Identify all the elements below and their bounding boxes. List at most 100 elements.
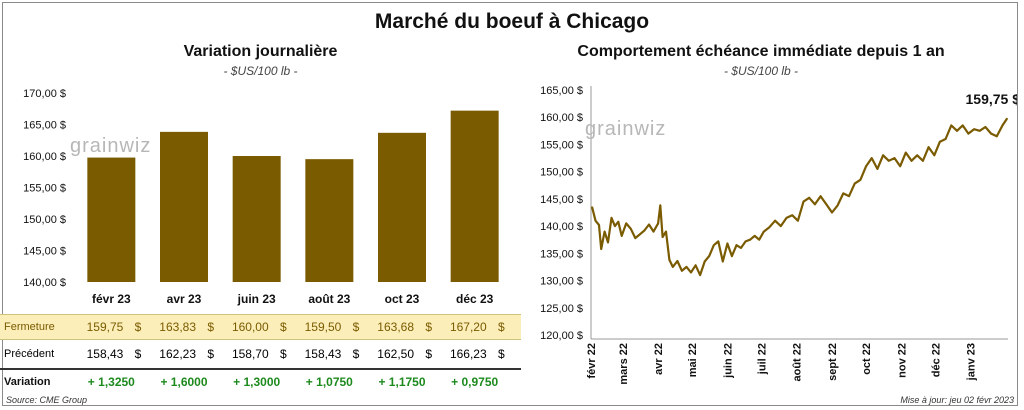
- previous-cell: 162,23: [159, 347, 196, 361]
- line-y-tick-label: 125,00 $: [540, 303, 583, 315]
- line-point: [722, 260, 724, 263]
- currency-symbol: $: [352, 347, 360, 361]
- bar-y-tick-label: 170,00 $: [23, 88, 66, 100]
- previous-cell: 158,43: [304, 347, 342, 361]
- line-point: [668, 259, 671, 261]
- line-point: [808, 197, 810, 199]
- line-point: [825, 203, 828, 206]
- line-x-tick-label: juil 22: [757, 343, 769, 375]
- line-point: [661, 236, 664, 238]
- line-y-axis: 120,00 $ 125,00 $ 130,00 $ 135,00 $ 140,00 $…: [540, 85, 583, 342]
- previous-row-label: Précédent: [4, 348, 55, 360]
- line-point: [978, 130, 981, 132]
- currency-symbol: $: [134, 347, 142, 361]
- line-point: [944, 138, 947, 140]
- previous-cell: 158,43: [86, 347, 124, 361]
- bar-x-tick-label: avr 23: [167, 292, 202, 306]
- line-point: [648, 223, 650, 226]
- line-chart: 120,00 $ 125,00 $ 130,00 $ 135,00 $ 140,00 $…: [540, 85, 1017, 385]
- left-chart-title: Variation journalière: [183, 43, 338, 60]
- line-point: [831, 211, 833, 214]
- variation-cell: + 1,6000: [160, 375, 208, 389]
- line-point: [665, 230, 667, 233]
- line-point: [740, 247, 742, 249]
- line-point: [848, 195, 850, 197]
- currency-symbol: $: [207, 320, 214, 334]
- line-x-axis: févr 22 mars 22 avr 22 mai 22 juin 22 juil 22…: [586, 343, 978, 385]
- line-point: [690, 271, 692, 274]
- bar-series: [87, 110, 499, 282]
- line-x-tick-label: févr 22: [586, 343, 598, 378]
- bar: [87, 157, 136, 282]
- line-point: [643, 229, 646, 232]
- right-chart-title: Comportement échéance immédiate depuis 1…: [577, 43, 945, 60]
- line-point: [763, 230, 765, 233]
- line-y-tick-label: 155,00 $: [540, 139, 583, 151]
- close-row-label: Fermeture: [4, 321, 55, 333]
- line-point: [916, 154, 918, 157]
- line-y-tick-label: 165,00 $: [540, 85, 583, 97]
- line-point: [956, 130, 958, 132]
- line-x-tick-label: avr 22: [653, 343, 665, 375]
- line-point: [836, 204, 839, 207]
- line-point: [617, 221, 620, 223]
- previous-row: Précédent 158,43 $162,23 $158,70 $158,43 $16…: [0, 342, 521, 366]
- line-point: [713, 244, 715, 246]
- bar-y-tick-label: 160,00 $: [23, 151, 66, 163]
- line-point: [1001, 124, 1004, 127]
- currency-symbol: $: [279, 320, 287, 334]
- currency-symbol: $: [207, 347, 214, 361]
- line-point: [685, 266, 688, 268]
- close-cell: 160,00: [231, 320, 269, 334]
- line-watermark: grainwiz: [585, 118, 666, 140]
- line-point: [814, 203, 816, 206]
- update-note: Mise à jour: jeu 02 févr 2023: [900, 395, 1014, 405]
- left-chart-unit: - $US/100 lb -: [223, 64, 298, 78]
- line-y-tick-label: 160,00 $: [540, 112, 583, 124]
- line-point: [791, 214, 793, 216]
- line-point: [797, 219, 799, 222]
- line-point: [933, 154, 936, 157]
- line-point: [758, 238, 760, 241]
- previous-cell: 158,70: [231, 347, 269, 361]
- line-point: [749, 238, 751, 241]
- line-x-tick-label: déc 22: [930, 343, 942, 377]
- line-point: [967, 132, 970, 135]
- line-x-tick-label: sept 22: [827, 343, 839, 381]
- line-y-tick-label: 145,00 $: [540, 194, 583, 206]
- line-point: [625, 222, 627, 225]
- line-y-tick-label: 135,00 $: [540, 248, 583, 260]
- source-note: Source: CME Group: [6, 395, 88, 405]
- line-y-tick-label: 150,00 $: [540, 167, 583, 179]
- bar: [378, 132, 426, 282]
- bar-chart: 140,00 $ 145,00 $ 150,00 $ 155,00 $ 160,00 $…: [23, 88, 499, 306]
- line-point: [672, 266, 674, 268]
- line-point: [984, 126, 987, 128]
- line-point: [950, 124, 953, 127]
- line-point: [594, 219, 597, 222]
- line-point: [910, 160, 913, 162]
- line-point: [973, 128, 975, 130]
- bar-y-tick-label: 155,00 $: [23, 183, 66, 195]
- bar-x-tick-label: déc 23: [456, 292, 494, 306]
- line-point: [657, 222, 659, 225]
- close-row: Fermeture 159,75 $163,83 $160,00 $159,50 $16…: [0, 314, 521, 340]
- line-x-tick-label: nov 22: [896, 343, 908, 378]
- line-y-tick-label: 130,00 $: [540, 276, 583, 288]
- line-point: [735, 244, 738, 246]
- line-point: [802, 200, 805, 203]
- line-point: [882, 154, 884, 157]
- previous-cell: 166,23: [449, 347, 487, 361]
- currency-symbol: $: [497, 347, 505, 361]
- line-point: [865, 165, 867, 167]
- line-point: [681, 270, 683, 272]
- variation-cell: + 1,1750: [378, 375, 426, 389]
- bar-watermark: grainwiz: [70, 135, 151, 157]
- line-point: [652, 230, 655, 233]
- line-point: [676, 260, 679, 262]
- line-point: [634, 237, 637, 239]
- line-point: [922, 160, 924, 162]
- line-point: [600, 248, 602, 250]
- bar-y-tick-label: 165,00 $: [23, 120, 66, 132]
- line-point: [610, 217, 613, 219]
